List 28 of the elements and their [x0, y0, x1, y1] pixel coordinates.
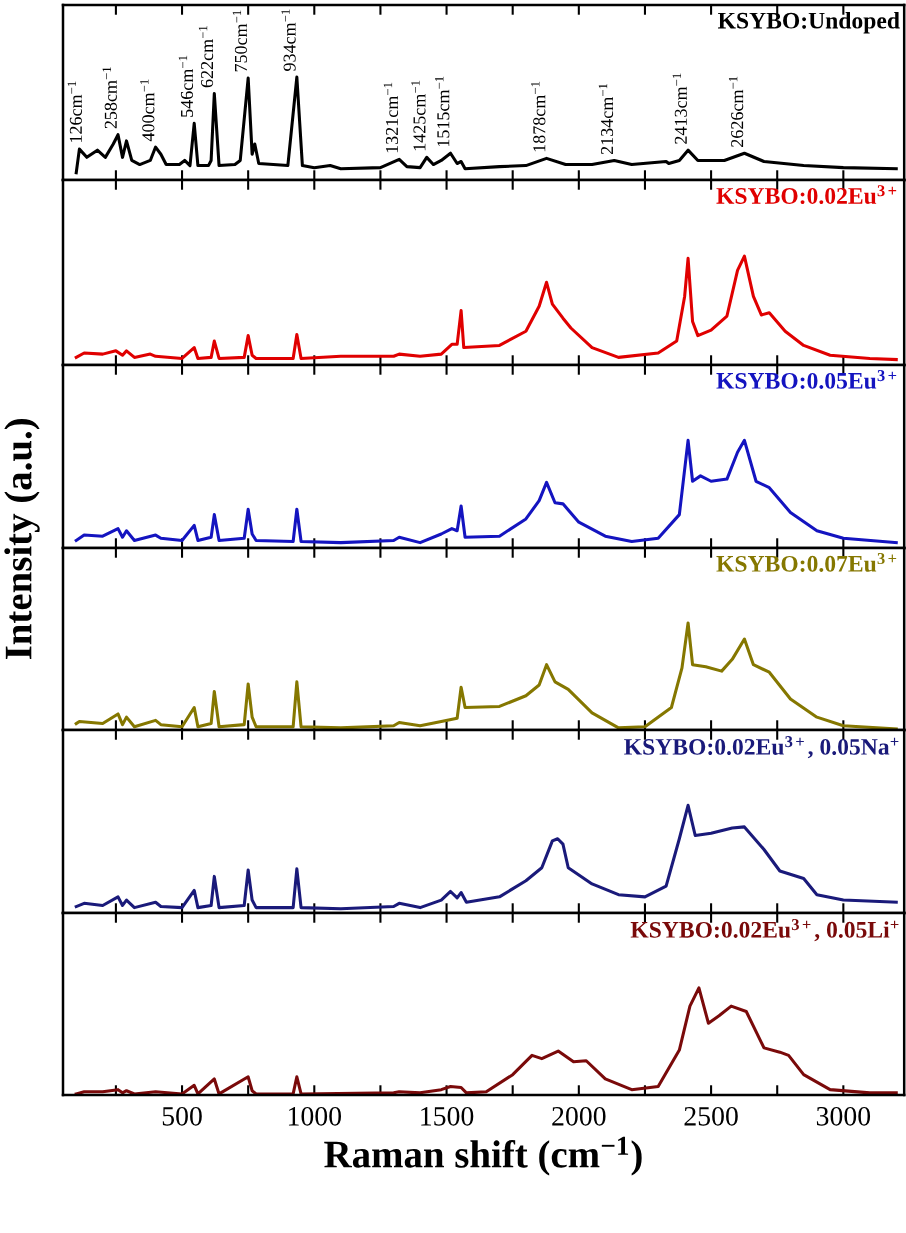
- text: KSYBO:0.02Eu$^{3+}$, 0.05Li$^{+}$: [630, 919, 899, 942]
- annotation: 1878cm$^{−1}$: [531, 81, 546, 152]
- annotation: 2626cm$^{−1}$: [728, 76, 744, 147]
- y-axis-title: Intensity (a.u.): [4, 419, 40, 660]
- annotation: 1515cm$^{−1}$: [435, 76, 450, 147]
- x-tick-label: 500: [162, 1106, 202, 1126]
- annotation: 546cm$^{−1}$: [178, 55, 194, 117]
- text: KSYBO:0.05Eu$^{3+}$: [716, 370, 897, 389]
- annotation: 400cm$^{−1}$: [140, 79, 155, 142]
- x-tick-label: 2500: [684, 1106, 738, 1126]
- x-axis-title: Raman shift (cm$^{−1}$): [324, 1136, 642, 1176]
- annotation: 1425cm$^{−1}$: [411, 80, 426, 151]
- annotation: 750cm$^{−1}$: [232, 10, 248, 72]
- annotation: 622cm$^{−1}$: [198, 26, 214, 88]
- text: KSYBO:0.02Eu$^{3+}$, 0.05Na$^{+}$: [624, 736, 899, 759]
- annotation: 126cm$^{−1}$: [67, 81, 82, 142]
- x-tick-label: 2000: [552, 1106, 606, 1126]
- annotation: 258cm$^{−1}$: [102, 67, 117, 129]
- x-tick-label: 1500: [421, 1106, 474, 1126]
- legend-label: KSYBO:Undoped: [718, 12, 900, 34]
- annotation: 934cm$^{−1}$: [281, 9, 296, 71]
- x-tick-label: 1000: [288, 1106, 342, 1126]
- annotation: 1321cm$^{−1}$: [383, 82, 399, 153]
- text: KSYBO:0.07Eu$^{3+}$: [716, 553, 897, 572]
- annotation: 2413cm$^{−1}$: [672, 73, 687, 144]
- text: KSYBO:0.02Eu$^{3+}$: [716, 185, 897, 204]
- x-tick-label: 3000: [816, 1106, 871, 1126]
- annotation: 2134cm$^{−1}$: [598, 83, 614, 155]
